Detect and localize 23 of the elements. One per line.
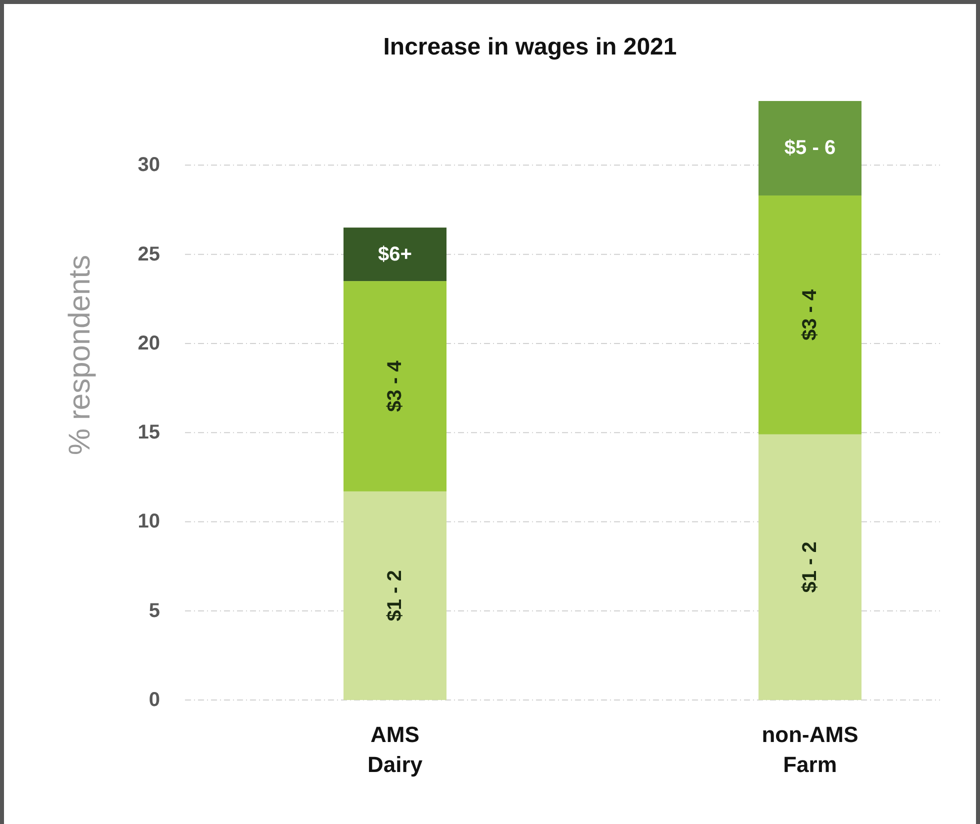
x-tick-label: AMS Dairy	[367, 722, 424, 777]
y-axis-title: % respondents	[64, 254, 96, 456]
series-label: $1 - 2	[384, 570, 406, 622]
y-tick-label: 20	[138, 332, 160, 354]
bar	[758, 195, 862, 434]
chart-title: Increase in wages in 2021	[383, 34, 677, 60]
series-label: $3 - 4	[384, 360, 406, 412]
bar	[344, 281, 446, 492]
bar	[344, 228, 446, 282]
text: $1 - 2	[799, 542, 821, 593]
x-tick-label: non-AMS Farm	[762, 722, 858, 777]
y-tick-label: 30	[138, 154, 160, 176]
y-tick-label: 15	[138, 422, 160, 444]
bar	[344, 491, 446, 700]
text: $3 - 4	[799, 289, 821, 341]
series-label: $6+	[378, 243, 412, 266]
y-tick-label: 10	[138, 510, 160, 533]
y-tick-label: 0	[148, 689, 160, 711]
series-label: $5 - 6	[784, 137, 836, 160]
y-tick-label: 5	[148, 600, 160, 622]
bar	[758, 101, 862, 196]
y-tick-label: 25	[138, 243, 160, 266]
bar	[758, 434, 862, 700]
